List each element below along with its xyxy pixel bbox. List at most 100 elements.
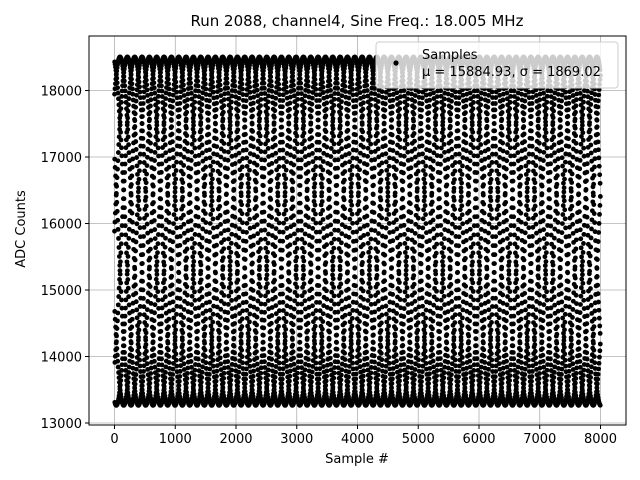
sample-point <box>320 311 326 317</box>
sample-point <box>375 130 380 136</box>
sample-point <box>345 278 351 283</box>
sample-point <box>283 176 289 182</box>
sample-point <box>254 222 260 228</box>
sample-point <box>335 157 341 163</box>
sample-point <box>396 271 402 277</box>
sample-point <box>379 312 385 318</box>
sample-point <box>328 231 334 237</box>
sample-point <box>152 302 158 308</box>
sample-point <box>403 384 409 390</box>
sample-point <box>337 272 343 278</box>
sample-point <box>319 326 325 332</box>
sample-point <box>330 384 336 390</box>
sample-point <box>198 379 204 385</box>
sample-point <box>308 277 314 283</box>
sample-point <box>356 208 362 214</box>
sample-point <box>196 223 202 229</box>
sample-point <box>412 146 418 152</box>
sample-point <box>233 305 238 311</box>
sample-point <box>401 170 406 176</box>
sample-point <box>187 200 193 206</box>
sample-point <box>301 249 307 255</box>
sample-point <box>206 381 211 387</box>
sample-point <box>114 199 120 205</box>
sample-point <box>176 113 182 119</box>
sample-point <box>246 351 252 357</box>
sample-point <box>253 188 259 194</box>
sample-point <box>319 184 325 190</box>
sample-point <box>276 211 282 217</box>
sample-point <box>320 79 325 85</box>
sample-point <box>397 241 403 247</box>
sample-point <box>280 291 285 297</box>
sample-point <box>170 372 176 377</box>
sample-point <box>365 231 371 237</box>
sample-point <box>282 193 288 199</box>
sample-point <box>290 179 296 185</box>
sample-point <box>177 251 182 257</box>
sample-point <box>367 133 373 139</box>
sample-point <box>232 313 238 319</box>
sample-point <box>290 195 296 201</box>
sample-point <box>339 99 344 105</box>
sample-point <box>279 110 285 116</box>
sample-point <box>191 280 197 286</box>
sample-point <box>154 263 159 268</box>
sample-point <box>192 99 198 105</box>
sample-point <box>262 359 267 365</box>
sample-point <box>118 259 123 265</box>
sample-point <box>200 302 205 308</box>
sample-point <box>269 169 274 175</box>
sample-point <box>305 215 311 221</box>
sample-point <box>273 303 279 308</box>
sample-point <box>209 176 215 182</box>
sample-point <box>144 307 150 313</box>
sample-point <box>132 111 138 117</box>
sample-point <box>264 130 270 136</box>
sample-point <box>365 361 370 367</box>
sample-point <box>390 292 396 297</box>
sample-point <box>282 338 288 344</box>
sample-point <box>284 303 290 309</box>
sample-point <box>165 193 171 198</box>
sample-point <box>177 296 183 301</box>
sample-point <box>115 217 121 223</box>
sample-point <box>349 81 355 87</box>
sample-point <box>360 373 366 379</box>
sample-point <box>349 211 355 217</box>
sample-point <box>224 339 229 345</box>
sample-point <box>305 344 310 349</box>
sample-point <box>385 341 391 347</box>
sample-point <box>144 87 150 93</box>
sample-point <box>273 95 279 101</box>
sample-point <box>132 131 138 137</box>
sample-point <box>166 81 172 87</box>
sample-point <box>247 311 253 317</box>
sample-point <box>310 226 316 231</box>
sample-point <box>367 126 373 132</box>
sample-point <box>346 101 352 107</box>
sample-point <box>250 128 255 134</box>
sample-point <box>188 158 194 163</box>
sample-point <box>247 303 253 309</box>
chart-title: Run 2088, channel4, Sine Freq.: 18.005 M… <box>191 12 524 30</box>
sample-point <box>158 343 164 349</box>
sample-point <box>283 75 288 81</box>
sample-point <box>379 320 384 326</box>
sample-point <box>394 217 399 223</box>
sample-point <box>273 235 279 241</box>
sample-point <box>199 134 204 140</box>
sample-point <box>298 80 304 86</box>
sample-point <box>152 90 158 96</box>
sample-point <box>316 256 322 262</box>
sample-point <box>173 319 179 325</box>
sample-point <box>225 310 231 315</box>
sample-point <box>298 325 303 331</box>
sample-point <box>135 194 141 200</box>
sample-point <box>140 128 145 134</box>
sample-point <box>213 113 219 119</box>
sample-point <box>181 230 187 236</box>
sample-point <box>228 137 234 143</box>
sample-point <box>302 138 307 144</box>
sample-point <box>280 371 286 377</box>
